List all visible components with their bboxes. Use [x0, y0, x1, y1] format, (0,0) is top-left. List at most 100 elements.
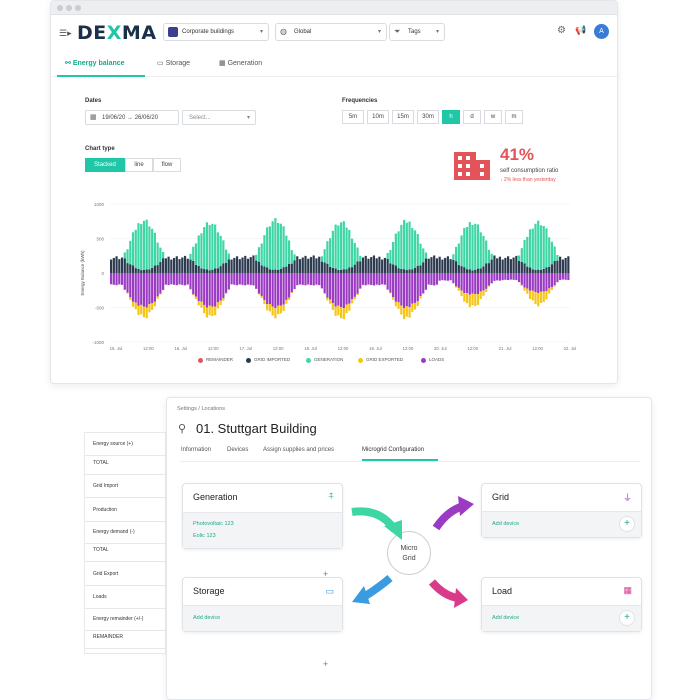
frequency-30m-button[interactable]: 30m [417, 110, 439, 124]
scope-select[interactable]: ◍ Global ▾ [275, 23, 387, 41]
menu-toggle-icon[interactable]: ☰▸ [59, 28, 72, 38]
grid-exported-bar [397, 302, 400, 309]
grid-exported-bar [416, 301, 419, 306]
grid-exported-bar [463, 293, 466, 302]
add-device-link[interactable]: Add device [193, 615, 221, 621]
frequency-m-button[interactable]: m [505, 110, 523, 124]
tab-storage[interactable]: ▭ Storage [157, 60, 191, 67]
loads-bar [287, 273, 291, 298]
grid-imported-bar [394, 265, 397, 273]
grid-imported-bar [162, 258, 165, 273]
grid-exported-bar [140, 304, 143, 315]
generation-bar [151, 228, 154, 268]
plug-icon: ⏚ [622, 493, 632, 503]
generation-bar [411, 228, 414, 270]
tags-select[interactable]: ⏷ Tags ▾ [389, 23, 445, 41]
side-list-item[interactable]: Loads [93, 594, 107, 600]
gear-icon[interactable]: ⚙ [557, 25, 566, 36]
frequency-5m-button[interactable]: 5m [342, 110, 364, 124]
device-link[interactable]: Photovoltaic 123 [193, 521, 234, 527]
legend-dot [358, 358, 363, 363]
loads-bar [496, 273, 499, 281]
frequency-15m-button[interactable]: 15m [392, 110, 414, 124]
grid-imported-bar [465, 269, 469, 273]
grid-imported-bar [120, 257, 124, 273]
calendar-icon: ▦ [90, 114, 97, 121]
generation-bar [126, 249, 129, 264]
legend-item[interactable]: GRID EXPORTED [366, 357, 404, 362]
loads-bar [550, 273, 554, 288]
tab-assign-supplies[interactable]: Assign supplies and prices [263, 447, 335, 453]
grid-exported-bar [323, 293, 326, 295]
battery-icon: ▭ [157, 60, 166, 67]
grid-imported-bar [485, 263, 488, 273]
frequency-w-button[interactable]: w [484, 110, 502, 124]
grid-imported-bar [227, 259, 230, 273]
grid-imported-bar [408, 269, 411, 273]
load-card: Load ▦ Add device + [481, 577, 642, 632]
add-device-button[interactable]: + [619, 610, 635, 626]
tab-energy-balance[interactable]: ⚯ Energy balance [65, 60, 125, 67]
add-device-button[interactable]: + [619, 516, 635, 532]
period-select[interactable]: Select... ▾ [182, 110, 256, 125]
grid-imported-bar [427, 258, 430, 273]
date-range-field[interactable]: ▦ 19/06/20 → 26/06/20 [85, 110, 179, 125]
legend-dot [306, 358, 311, 363]
frequency-h-button[interactable]: h [442, 110, 460, 124]
grid-imported-bar [419, 265, 422, 273]
legend-item[interactable]: GRID IMPORTED [254, 357, 291, 362]
loads-bar [309, 273, 313, 285]
avatar[interactable]: A [594, 24, 609, 39]
add-device-link[interactable]: Add device [492, 615, 520, 621]
tab-microgrid-configuration[interactable]: Microgrid Configuration [362, 447, 425, 453]
grid-imported-bar [257, 261, 261, 273]
legend-item[interactable]: LOADS [429, 357, 445, 362]
tab-information[interactable]: Information [181, 447, 212, 453]
loads-bar [129, 273, 132, 298]
generation-bar [520, 248, 523, 262]
loads-bar [523, 273, 526, 288]
grid-imported-bar [301, 257, 304, 273]
grid-exported-bar [405, 306, 408, 317]
loads-bar [192, 273, 195, 295]
generation-bar [350, 238, 354, 268]
side-list-item[interactable]: Grid Export [93, 571, 119, 577]
grid-imported-bar [526, 266, 529, 273]
device-link[interactable]: Eolic 123 [193, 533, 216, 539]
loads-bar [545, 273, 548, 292]
loads-bar [340, 273, 343, 308]
site-select[interactable]: Corporate buildings ▾ [163, 23, 269, 41]
loads-bar [381, 273, 384, 285]
grid-exported-bar [413, 302, 417, 310]
chart-type-stacked-button[interactable]: Stacked [85, 158, 125, 172]
side-list-item[interactable]: TOTAL [93, 547, 109, 553]
legend-dot [421, 358, 426, 363]
add-storage-plus-icon[interactable]: + [323, 569, 329, 579]
chart-type-line-button[interactable]: line [125, 158, 153, 172]
add-generation-icon[interactable]: ⍏ [328, 491, 334, 501]
frequency-10m-button[interactable]: 10m [367, 110, 389, 124]
loads-bar [350, 273, 354, 300]
chart-type-flow-button[interactable]: flow [153, 158, 181, 172]
side-list-item[interactable]: REMAINDER [93, 634, 124, 640]
grid-exported-bar [142, 306, 146, 318]
loads-bar [537, 273, 540, 294]
megaphone-icon[interactable]: 📢 [575, 25, 587, 35]
tab-devices[interactable]: Devices [227, 447, 249, 453]
globe-icon: ◍ [280, 27, 287, 36]
legend-item[interactable]: GENERATION [314, 357, 344, 362]
grid-imported-bar [471, 270, 474, 273]
side-list-item[interactable]: TOTAL [93, 460, 109, 466]
side-list-item[interactable]: Grid Import [93, 483, 119, 489]
grid-imported-bar [183, 255, 187, 273]
loads-bar [148, 273, 151, 305]
card-footer: Photovoltaic 123 Eolic 123 [183, 512, 342, 548]
card-title: Grid [492, 492, 510, 502]
grid-imported-bar [140, 270, 143, 273]
frequency-d-button[interactable]: d [463, 110, 481, 124]
add-device-link[interactable]: Add device [492, 521, 520, 527]
legend-item[interactable]: REMAINDER [206, 357, 234, 362]
side-list-item[interactable]: Production [93, 507, 117, 513]
add-plus-icon[interactable]: + [323, 659, 329, 669]
tab-generation[interactable]: ▦ Generation [219, 60, 263, 67]
